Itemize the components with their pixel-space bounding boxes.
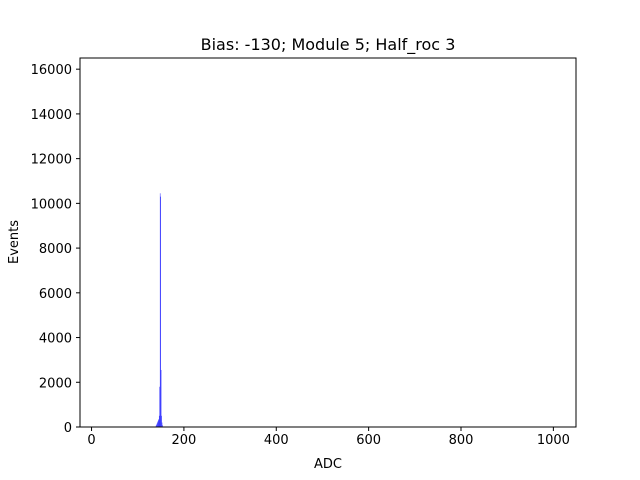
y-tick-label: 0 (64, 421, 72, 436)
histogram-bar (159, 386, 161, 427)
y-axis-ticks: 0 2000 4000 6000 8000 10000 12000 14000 16000 (31, 63, 80, 436)
histogram-bar (156, 423, 158, 427)
plot-frame (79, 57, 577, 428)
x-tick-label: 800 (449, 433, 474, 448)
histogram-bar (158, 415, 160, 427)
y-tick-label: 4000 (39, 332, 72, 347)
y-axis-label: Events (7, 220, 22, 264)
chart-title: Bias: -130; Module 5; Half_roc 3 (201, 35, 456, 55)
y-tick-label: 8000 (39, 242, 72, 257)
histogram-bar (160, 196, 161, 427)
y-tick-label: 16000 (31, 63, 72, 78)
histogram-bar (155, 425, 157, 427)
histogram-bar (158, 419, 160, 427)
y-tick-label: 10000 (31, 197, 72, 212)
x-axis-label: ADC (314, 457, 342, 472)
histogram-bar (159, 193, 161, 427)
y-tick-label: 6000 (39, 287, 72, 302)
x-tick-label: 400 (264, 433, 289, 448)
histogram-bar (161, 415, 162, 427)
x-tick-label: 600 (356, 433, 381, 448)
x-tick-label: 0 (87, 433, 95, 448)
histogram-bar (161, 422, 163, 427)
x-axis-ticks: 0 200 400 600 800 1000 (87, 427, 570, 448)
histogram-bar (157, 421, 159, 427)
histogram-bars (155, 193, 163, 427)
histogram-bar (158, 420, 159, 427)
x-tick-label: 200 (171, 433, 196, 448)
histogram-bar (160, 369, 162, 427)
y-tick-label: 12000 (31, 153, 72, 168)
y-tick-label: 14000 (31, 108, 72, 123)
histogram-bar (156, 424, 157, 427)
y-tick-label: 2000 (39, 376, 72, 391)
x-tick-label: 1000 (537, 433, 570, 448)
histogram-bar (162, 425, 163, 427)
histogram-bar (157, 422, 158, 427)
